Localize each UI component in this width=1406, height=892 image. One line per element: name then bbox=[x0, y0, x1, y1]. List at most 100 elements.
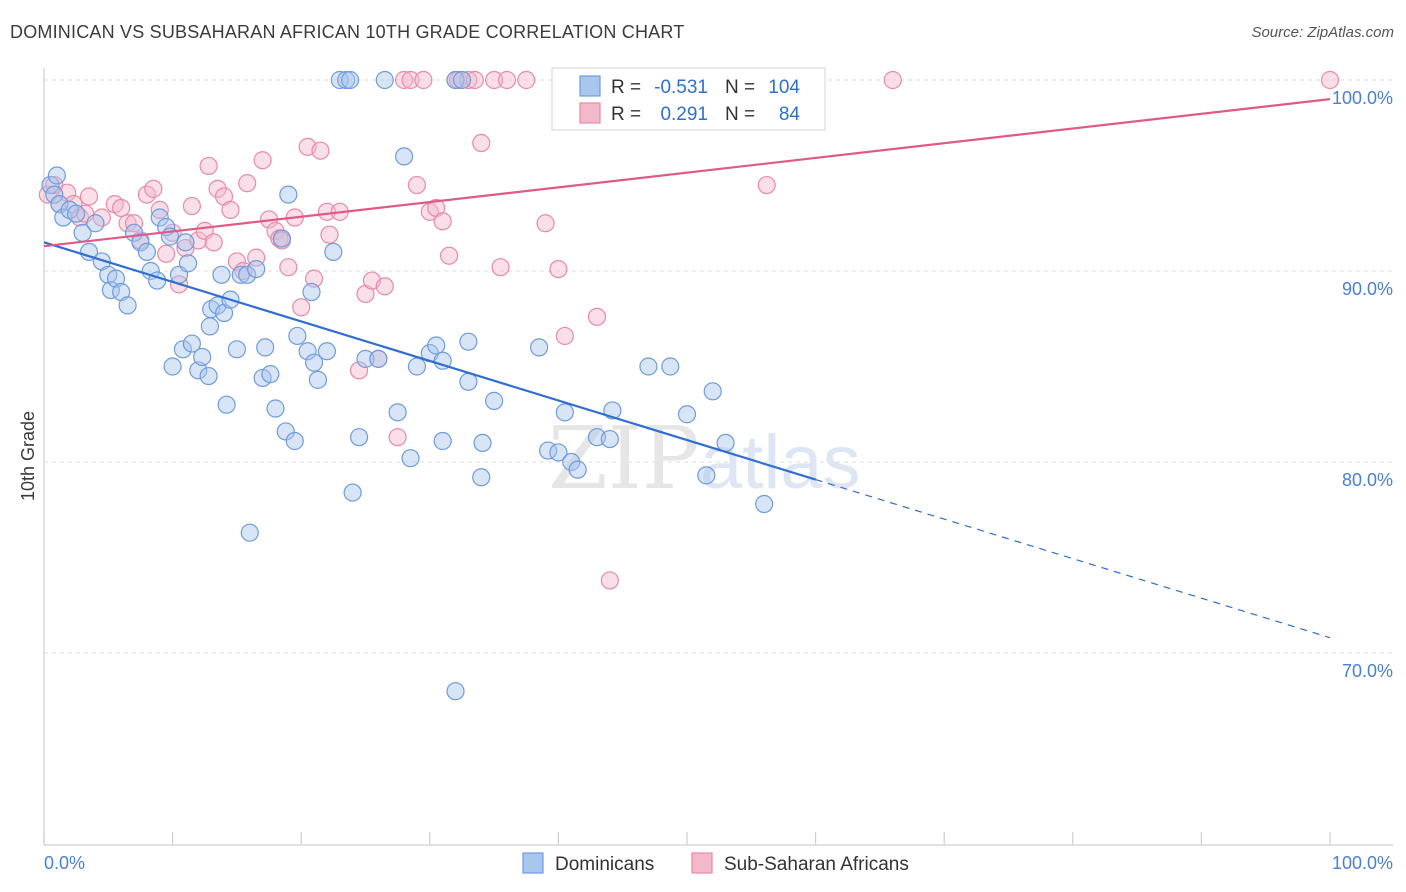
y-tick-label-70: 70.0% bbox=[1342, 661, 1393, 681]
dominican-point bbox=[530, 338, 549, 357]
sub-saharan-point bbox=[208, 179, 227, 198]
legend-r-value-dominicans: -0.531 bbox=[654, 77, 708, 98]
sub-saharan-point bbox=[204, 233, 223, 252]
dominican-point bbox=[459, 372, 478, 391]
dominican-point bbox=[193, 347, 212, 367]
trend-lines bbox=[43, 98, 1331, 639]
sub-saharan-point bbox=[465, 70, 484, 90]
dominican-point bbox=[330, 70, 349, 90]
dominican-point bbox=[45, 185, 64, 204]
dominican-point bbox=[298, 342, 317, 361]
dominicans-trend-line-extension bbox=[815, 478, 1331, 639]
sub-saharan-point bbox=[757, 175, 776, 195]
dominican-point bbox=[401, 449, 420, 468]
dominican-point bbox=[200, 317, 219, 336]
dominican-point bbox=[755, 494, 774, 514]
dominican-point bbox=[178, 254, 198, 273]
legend-box: R = -0.531 N = 104 R = 0.291 N = 84 bbox=[551, 67, 826, 131]
sub-saharan-point bbox=[375, 277, 394, 296]
sub-saharan-point bbox=[388, 428, 407, 447]
legend-swatch-dominicans bbox=[579, 75, 601, 97]
dominican-point bbox=[118, 296, 137, 315]
dominican-point bbox=[452, 70, 472, 90]
dominican-point bbox=[106, 269, 126, 288]
bottom-legend-swatch-sub-saharan bbox=[691, 852, 713, 874]
chart-title: DOMINICAN VS SUBSAHARAN AFRICAN 10TH GRA… bbox=[10, 22, 685, 42]
dominican-point bbox=[302, 282, 321, 302]
y-tick-label-90: 90.0% bbox=[1342, 279, 1393, 299]
dominican-point bbox=[47, 166, 66, 185]
dominican-point bbox=[661, 357, 680, 376]
dominican-point bbox=[349, 428, 369, 447]
dominican-point bbox=[677, 405, 697, 424]
bottom-legend: Dominicans Sub-Saharan Africans bbox=[522, 852, 909, 875]
bottom-legend-label-dominicans: Dominicans bbox=[555, 854, 654, 875]
sub-saharan-point bbox=[517, 70, 536, 90]
source-label: Source: ZipAtlas.com bbox=[1251, 24, 1394, 41]
sub-saharan-point bbox=[112, 198, 131, 218]
sub-saharan-point bbox=[485, 70, 504, 90]
sub-saharan-point bbox=[407, 175, 427, 195]
sub-saharan-point bbox=[118, 214, 137, 233]
dominican-point bbox=[716, 433, 735, 452]
sub-saharan-point bbox=[497, 70, 517, 90]
legend-n-value-sub-saharan: 84 bbox=[779, 104, 801, 125]
sub-saharan-point bbox=[555, 326, 574, 346]
sub-saharan-point bbox=[157, 244, 176, 263]
y-tick-labels: 70.0% 80.0% 90.0% 100.0% bbox=[1332, 88, 1393, 681]
dominican-point bbox=[41, 175, 60, 195]
dominican-point bbox=[459, 332, 478, 351]
y-tick-label-100: 100.0% bbox=[1332, 88, 1393, 108]
dominican-point bbox=[256, 338, 275, 357]
sub-saharan-point bbox=[124, 214, 144, 233]
dominican-point bbox=[433, 431, 452, 451]
x-tick-marks bbox=[43, 832, 1331, 845]
gridlines bbox=[44, 79, 1393, 654]
sub-saharan-point bbox=[600, 571, 619, 590]
sub-saharan-point bbox=[182, 196, 201, 216]
watermark-atlas: atlas bbox=[700, 420, 861, 505]
dominican-point bbox=[308, 370, 328, 389]
sub-saharan-point bbox=[311, 141, 330, 160]
dominican-point bbox=[600, 429, 619, 449]
sub-saharan-point bbox=[401, 70, 420, 90]
bottom-legend-swatch-dominicans bbox=[522, 852, 544, 874]
sub-saharan-point bbox=[536, 214, 555, 233]
points-dominicans bbox=[41, 70, 774, 701]
dominican-point bbox=[473, 433, 492, 452]
dominican-point bbox=[446, 682, 465, 701]
dominican-point bbox=[555, 403, 574, 422]
watermark-zip: ZIP bbox=[548, 409, 700, 509]
dominican-point bbox=[703, 382, 722, 401]
dominican-point bbox=[173, 340, 192, 359]
dominican-point bbox=[394, 147, 414, 166]
dominican-point bbox=[67, 204, 86, 223]
dominican-point bbox=[279, 185, 298, 204]
dominican-point bbox=[285, 431, 304, 451]
sub-saharan-point bbox=[414, 70, 433, 90]
dominican-point bbox=[79, 242, 99, 261]
dominican-point bbox=[217, 395, 236, 414]
dominican-point bbox=[189, 361, 208, 380]
sub-saharan-trend-line bbox=[43, 98, 1331, 248]
sub-saharan-point bbox=[472, 133, 491, 153]
dominican-point bbox=[212, 265, 231, 284]
y-tick-label-80: 80.0% bbox=[1342, 470, 1393, 490]
dominican-point bbox=[266, 399, 285, 418]
dominican-point bbox=[317, 342, 337, 361]
dominican-point bbox=[50, 195, 69, 214]
sub-saharan-point bbox=[587, 307, 607, 326]
legend-r-value-sub-saharan: 0.291 bbox=[660, 104, 708, 125]
dominican-point bbox=[141, 261, 160, 281]
sub-saharan-point bbox=[253, 151, 272, 170]
legend-n-label-sub-saharan: N = bbox=[725, 104, 755, 125]
legend-r-label-dominicans: R = bbox=[611, 77, 641, 98]
dominican-point bbox=[340, 70, 360, 90]
dominican-point bbox=[227, 340, 246, 359]
dominican-point bbox=[639, 357, 658, 376]
dominican-point bbox=[337, 70, 356, 90]
dominican-point bbox=[356, 349, 375, 368]
sub-saharan-point bbox=[394, 70, 414, 90]
sub-saharan-point bbox=[883, 70, 902, 90]
dominican-point bbox=[446, 70, 465, 90]
